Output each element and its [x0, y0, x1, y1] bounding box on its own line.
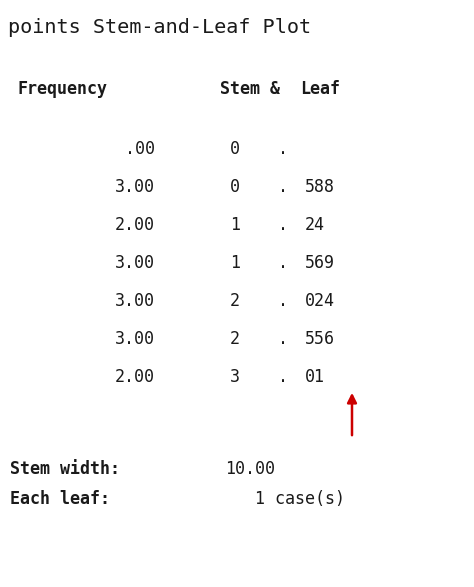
- Text: Each leaf:: Each leaf:: [10, 490, 110, 508]
- Text: 024: 024: [305, 292, 335, 310]
- Text: 1: 1: [230, 216, 240, 234]
- Text: .: .: [278, 292, 288, 310]
- Text: 1: 1: [230, 254, 240, 272]
- Text: points Stem-and-Leaf Plot: points Stem-and-Leaf Plot: [8, 18, 311, 37]
- Text: 01: 01: [305, 368, 325, 386]
- Text: Frequency: Frequency: [18, 80, 108, 98]
- Text: 3.00: 3.00: [115, 178, 155, 196]
- Text: .: .: [278, 216, 288, 234]
- Text: .00: .00: [125, 140, 155, 158]
- Text: .: .: [278, 178, 288, 196]
- Text: 2.00: 2.00: [115, 368, 155, 386]
- Text: 0: 0: [230, 140, 240, 158]
- Text: 10.00: 10.00: [225, 460, 275, 478]
- Text: 3.00: 3.00: [115, 330, 155, 348]
- Text: 556: 556: [305, 330, 335, 348]
- Text: 24: 24: [305, 216, 325, 234]
- Text: .: .: [278, 368, 288, 386]
- Text: 3.00: 3.00: [115, 254, 155, 272]
- Text: 1 case(s): 1 case(s): [255, 490, 345, 508]
- Text: .: .: [278, 140, 288, 158]
- Text: Leaf: Leaf: [300, 80, 340, 98]
- Text: Stem &: Stem &: [220, 80, 280, 98]
- Text: 3: 3: [230, 368, 240, 386]
- Text: .: .: [278, 330, 288, 348]
- Text: .: .: [278, 254, 288, 272]
- Text: 2.00: 2.00: [115, 216, 155, 234]
- Text: Stem width:: Stem width:: [10, 460, 120, 478]
- Text: 569: 569: [305, 254, 335, 272]
- Text: 3.00: 3.00: [115, 292, 155, 310]
- Text: 2: 2: [230, 292, 240, 310]
- Text: 0: 0: [230, 178, 240, 196]
- Text: 588: 588: [305, 178, 335, 196]
- Text: 2: 2: [230, 330, 240, 348]
